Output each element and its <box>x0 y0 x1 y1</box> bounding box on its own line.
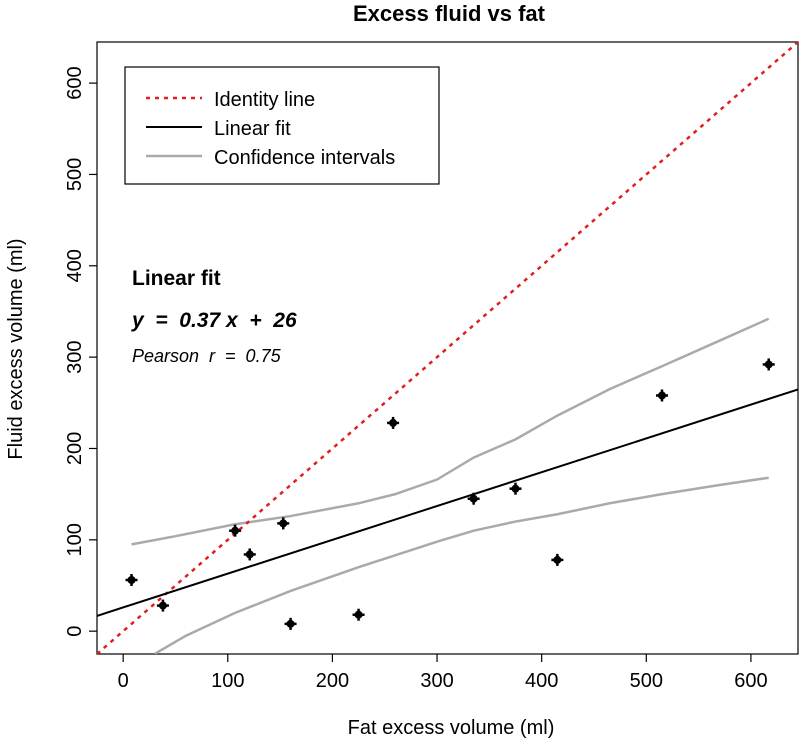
fit-annotation: Linear fit y = 0.37 x + 26 Pearson r = 0… <box>131 267 297 366</box>
annotation-pearson: Pearson r = 0.75 <box>132 346 282 366</box>
data-point <box>352 608 365 621</box>
x-axis-label: Fat excess volume (ml) <box>348 717 555 739</box>
y-tick-label: 300 <box>64 340 86 373</box>
x-axis: 0 100 200 300 400 500 600 <box>118 654 768 692</box>
chart-title: Excess fluid vs fat <box>353 1 546 26</box>
legend-box <box>124 66 440 185</box>
ci-lower-line <box>153 476 769 654</box>
plot-area <box>96 41 799 655</box>
data-point <box>467 492 480 505</box>
identity-line <box>97 42 798 654</box>
linear-fit-line <box>97 388 798 617</box>
y-tick-label: 600 <box>64 66 86 99</box>
data-point <box>243 548 256 561</box>
x-tick-label: 600 <box>734 670 767 692</box>
annotation-equation: y = 0.37 x + 26 <box>131 309 297 332</box>
data-point <box>284 617 297 630</box>
data-point <box>509 482 522 495</box>
confidence-interval-lines <box>131 317 770 654</box>
data-point <box>125 574 138 587</box>
legend-fit-label: Linear fit <box>214 118 291 140</box>
data-point <box>277 517 290 530</box>
y-tick-label: 100 <box>64 523 86 556</box>
x-tick-label: 0 <box>118 670 129 692</box>
annotation-title: Linear fit <box>132 267 221 290</box>
x-tick-label: 400 <box>525 670 558 692</box>
y-axis-label: Fluid excess volume (ml) <box>5 238 27 459</box>
data-points <box>125 358 775 630</box>
ci-upper-line <box>131 317 770 546</box>
y-tick-label: 500 <box>64 158 86 191</box>
linear-fit-layer <box>97 388 798 617</box>
y-tick-label: 200 <box>64 432 86 465</box>
x-tick-label: 300 <box>420 670 453 692</box>
data-point <box>762 358 775 371</box>
y-tick-label: 0 <box>64 626 86 637</box>
y-tick-label: 400 <box>64 249 86 282</box>
data-point <box>229 524 242 537</box>
legend: Identity line Linear fit Confidence inte… <box>124 66 440 185</box>
data-point <box>551 553 564 566</box>
y-axis: 0 100 200 300 400 500 600 <box>64 66 97 637</box>
plot-frame <box>96 41 799 655</box>
x-tick-label: 200 <box>316 670 349 692</box>
identity-line-layer <box>97 42 798 654</box>
legend-identity-label: Identity line <box>214 89 315 111</box>
data-point <box>156 599 169 612</box>
x-tick-label: 500 <box>630 670 663 692</box>
data-point <box>655 389 668 402</box>
x-tick-label: 100 <box>211 670 244 692</box>
legend-ci-label: Confidence intervals <box>214 147 395 169</box>
data-point <box>387 416 400 429</box>
